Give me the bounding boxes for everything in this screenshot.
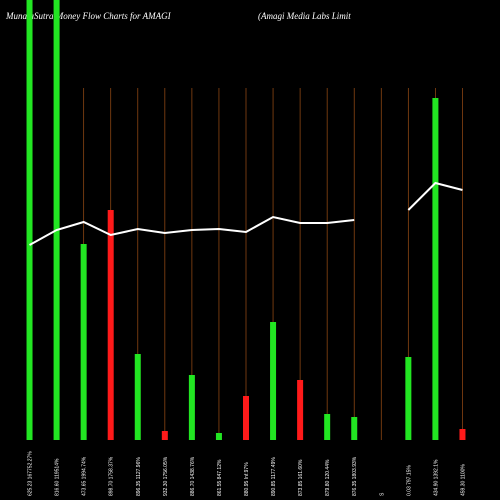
bar xyxy=(459,429,466,440)
x-tick-label: 625.23 167752.27% xyxy=(28,451,34,496)
bar xyxy=(432,98,439,440)
bar xyxy=(53,0,60,440)
bar xyxy=(188,375,195,440)
bar xyxy=(324,414,331,440)
x-tick-label: 0.03 797.15% xyxy=(406,465,412,496)
x-tick-label: 861.55 847.12% xyxy=(217,459,223,496)
x-tick-label: S xyxy=(379,492,385,496)
bar xyxy=(351,417,358,440)
x-tick-label: 459.30 1100% xyxy=(460,464,466,496)
bar xyxy=(405,357,412,440)
bar xyxy=(215,433,222,440)
chart-title: MunafaSutra Money Flow Charts for AMAGI xyxy=(5,11,172,21)
lines xyxy=(29,181,463,246)
bar xyxy=(161,431,168,440)
bar xyxy=(26,0,33,440)
x-tick-label: 890.85 1177.49% xyxy=(271,457,277,496)
x-tick-label: 876.35 1803.93% xyxy=(352,456,358,496)
chart-subtitle: (Amagi Media Labs Limit xyxy=(258,11,351,21)
x-tick-label: 896.35 1127.96% xyxy=(136,457,142,496)
bars xyxy=(26,0,466,440)
x-tick-label: 879.80 120.44% xyxy=(325,459,331,496)
x-tick-label: 898.70 1758.37% xyxy=(109,456,115,496)
x-tick-label: 873.85 161.60% xyxy=(298,459,304,496)
line-series xyxy=(407,181,463,211)
bar xyxy=(107,210,114,440)
line-series xyxy=(29,215,355,246)
x-labels: 625.23 167752.27% 816.60 119514% 473.65 19… xyxy=(28,451,467,496)
bar xyxy=(297,380,304,440)
x-tick-label: 816.60 119514% xyxy=(55,458,61,496)
bar xyxy=(134,354,141,440)
x-tick-label: 886.70 1438.76% xyxy=(190,456,196,496)
bar xyxy=(80,244,87,440)
bar xyxy=(270,322,277,440)
x-tick-label: 932.30 1756.05% xyxy=(163,456,169,496)
bar xyxy=(243,396,249,440)
x-tick-label: 473.65 1994.74% xyxy=(82,456,88,496)
x-tick-label: 880.95 Inf.97% xyxy=(244,462,250,496)
x-tick-label: 434.90 1392.1% xyxy=(433,459,439,496)
